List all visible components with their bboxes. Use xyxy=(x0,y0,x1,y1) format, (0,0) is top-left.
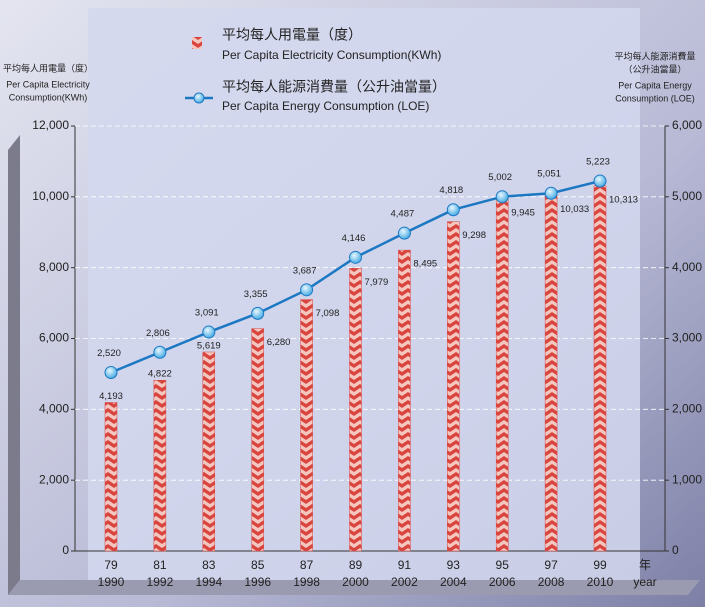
bar xyxy=(301,300,313,551)
y-label: 平均每人用電量（度） xyxy=(3,62,93,73)
marker xyxy=(252,307,264,319)
legend-label: Per Capita Energy Consumption (LOE) xyxy=(222,99,429,113)
y2-label: Per Capita Energy xyxy=(618,80,692,90)
x-tick-label: 1996 xyxy=(244,575,271,589)
y-label: Consumption(KWh) xyxy=(9,92,88,102)
bar xyxy=(252,329,264,551)
y-tick-label: 12,000 xyxy=(32,118,69,132)
chart: 平均每人用電量（度） Per Capita Electricity Consum… xyxy=(0,0,705,607)
data-label: 4,487 xyxy=(391,209,415,220)
y2-label: Consumption (LOE) xyxy=(615,93,695,103)
y2-tick-label: 2,000 xyxy=(672,402,702,416)
x-tick-label: 2000 xyxy=(342,575,369,589)
y2-tick-label: 6,000 xyxy=(672,118,702,132)
y-tick-label: 0 xyxy=(62,543,69,557)
data-label: 4,822 xyxy=(148,369,172,380)
data-label: 3,091 xyxy=(195,308,219,319)
data-label: 8,495 xyxy=(413,259,437,270)
marker xyxy=(447,204,459,216)
data-label: 4,146 xyxy=(342,233,366,244)
x-tick-label: 1990 xyxy=(98,575,125,589)
y-tick-label: 10,000 xyxy=(32,189,69,203)
y-tick-label: 2,000 xyxy=(39,472,69,486)
x-tick-label: 99 xyxy=(593,558,607,572)
bar xyxy=(105,402,117,551)
x-tick-label: 2004 xyxy=(440,575,467,589)
x-tick-label: 97 xyxy=(544,558,558,572)
legend-label: Per Capita Electricity Consumption(KWh) xyxy=(222,48,441,62)
y2-tick-label: 3,000 xyxy=(672,331,702,345)
x-tick-label: 2002 xyxy=(391,575,418,589)
x-tick-label: 95 xyxy=(496,558,510,572)
x-tick-label: 1992 xyxy=(147,575,174,589)
legend-label: 平均每人能源消費量（公升油當量） xyxy=(222,79,446,95)
decor-left xyxy=(8,135,20,595)
y2-tick-label: 0 xyxy=(672,543,679,557)
marker xyxy=(203,326,215,338)
y2-tick-label: 4,000 xyxy=(672,260,702,274)
x-tick-label: 91 xyxy=(398,558,412,572)
bar xyxy=(350,268,362,551)
bar xyxy=(154,380,166,551)
marker xyxy=(350,251,362,263)
marker xyxy=(154,346,166,358)
bar xyxy=(398,250,410,551)
x-label: year xyxy=(633,575,656,589)
y-tick-label: 6,000 xyxy=(39,331,69,345)
y2-label: （公升油當量） xyxy=(623,63,686,74)
x-tick-label: 87 xyxy=(300,558,314,572)
data-label: 10,033 xyxy=(560,204,589,215)
legend-label: 平均每人用電量（度） xyxy=(222,27,362,43)
bar xyxy=(594,186,606,551)
data-label: 3,355 xyxy=(244,289,268,300)
y2-tick-label: 5,000 xyxy=(672,189,702,203)
data-label: 6,280 xyxy=(267,337,291,348)
data-label: 5,002 xyxy=(488,172,512,183)
data-label: 2,520 xyxy=(97,348,121,359)
x-tick-label: 89 xyxy=(349,558,363,572)
data-label: 5,619 xyxy=(197,341,221,352)
x-tick-label: 1994 xyxy=(195,575,222,589)
data-label: 10,313 xyxy=(609,194,638,205)
x-tick-label: 85 xyxy=(251,558,265,572)
bar xyxy=(545,196,557,551)
y-label: Per Capita Electricity xyxy=(6,79,90,89)
y-tick-label: 8,000 xyxy=(39,260,69,274)
x-tick-label: 2006 xyxy=(489,575,516,589)
marker xyxy=(496,191,508,203)
y-tick-label: 4,000 xyxy=(39,402,69,416)
data-label: 9,298 xyxy=(462,230,486,241)
x-tick-label: 93 xyxy=(447,558,461,572)
data-label: 4,818 xyxy=(439,185,463,196)
x-tick-label: 79 xyxy=(104,558,118,572)
data-label: 4,193 xyxy=(99,391,123,402)
bar xyxy=(447,222,459,551)
legend-swatch xyxy=(194,93,204,103)
bar xyxy=(203,352,215,551)
marker xyxy=(301,284,313,296)
data-label: 3,687 xyxy=(293,265,317,276)
data-label: 7,979 xyxy=(365,277,389,288)
x-tick-label: 81 xyxy=(153,558,167,572)
data-label: 9,945 xyxy=(511,207,535,218)
legend-swatch xyxy=(192,37,202,49)
marker xyxy=(398,227,410,239)
page: {"chart_data": {"type": "bar_line", "cat… xyxy=(0,0,705,607)
data-label: 7,098 xyxy=(316,308,340,319)
data-label: 5,223 xyxy=(586,157,610,168)
marker xyxy=(594,175,606,187)
x-tick-label: 1998 xyxy=(293,575,320,589)
y2-label: 平均每人能源消費量 xyxy=(614,50,695,61)
x-label: 年 xyxy=(639,558,651,572)
x-tick-label: 83 xyxy=(202,558,216,572)
marker xyxy=(105,367,117,379)
y2-tick-label: 1,000 xyxy=(672,472,702,486)
data-label: 2,806 xyxy=(146,328,170,339)
x-tick-label: 2010 xyxy=(587,575,614,589)
bar xyxy=(496,199,508,551)
marker xyxy=(545,187,557,199)
data-label: 5,051 xyxy=(537,169,561,180)
x-tick-label: 2008 xyxy=(538,575,565,589)
